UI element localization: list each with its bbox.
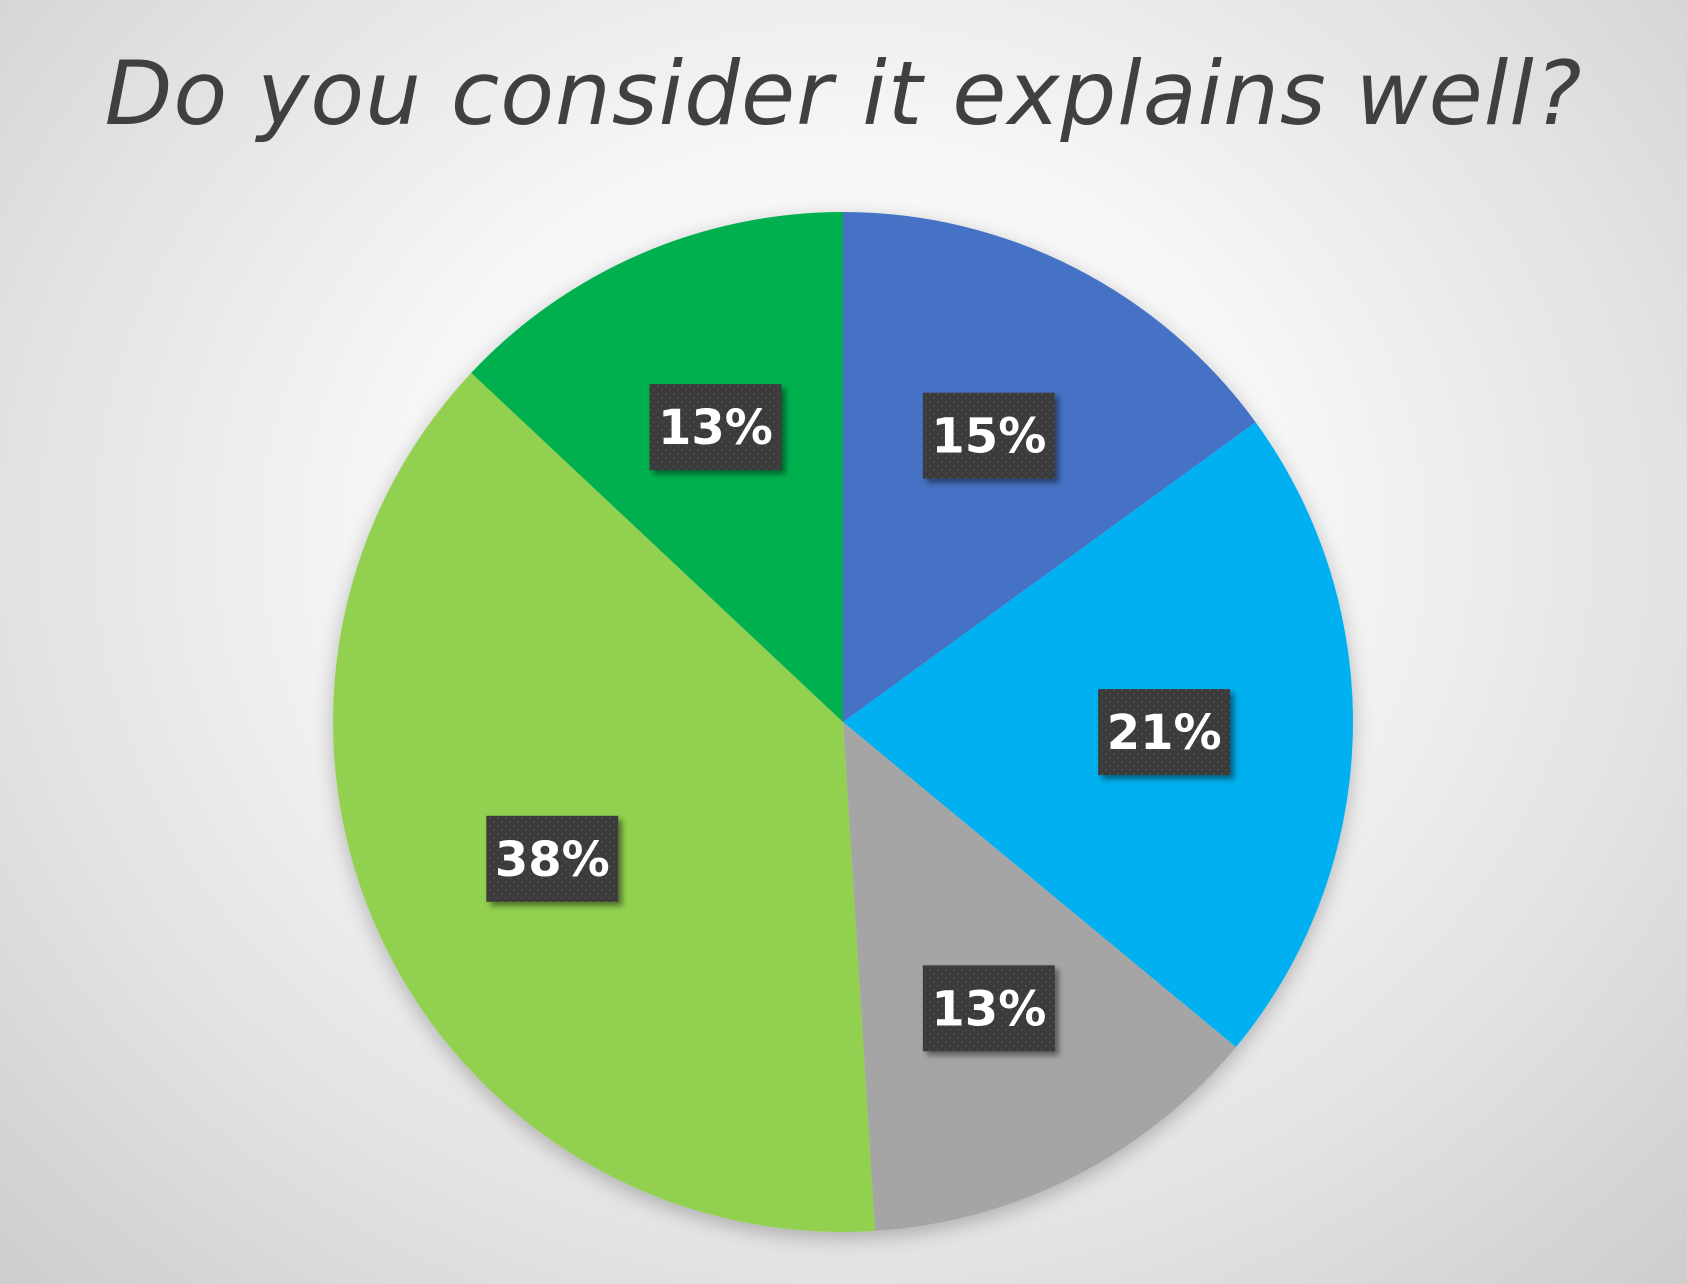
data-label-text: 21% xyxy=(1107,705,1222,761)
data-label-text: 13% xyxy=(658,400,773,456)
pie-data-labels: 15% 21% 13% 38% 13% xyxy=(486,384,1231,1052)
pie-slice-4 xyxy=(332,372,876,1233)
data-label-box xyxy=(486,815,619,902)
data-label-4: 38% xyxy=(486,815,619,902)
data-label-text: 13% xyxy=(931,981,1046,1037)
data-label-box xyxy=(649,384,782,471)
data-label-3: 13% xyxy=(922,965,1055,1052)
data-label-box xyxy=(922,965,1055,1052)
data-label-1: 15% xyxy=(922,392,1055,479)
data-label-text: 38% xyxy=(495,832,610,888)
pie-slice-2 xyxy=(843,422,1354,1048)
data-label-5: 13% xyxy=(649,384,782,471)
data-label-text: 15% xyxy=(931,409,1046,465)
chart-title: Do you consider it explains well? xyxy=(104,42,1583,145)
data-label-box xyxy=(1098,689,1231,776)
data-label-box xyxy=(922,392,1055,479)
data-label-2: 21% xyxy=(1098,689,1231,776)
